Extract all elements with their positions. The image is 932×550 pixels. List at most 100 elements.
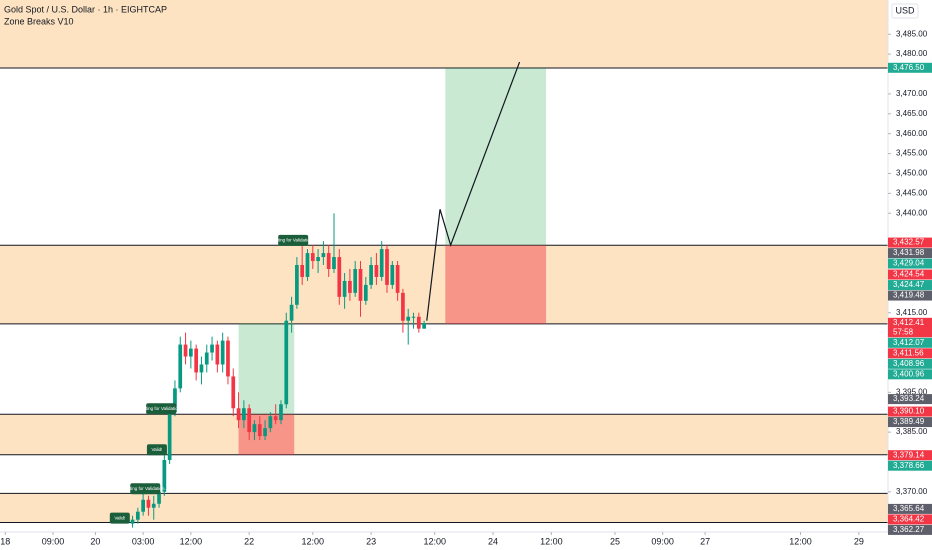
price-badge [888, 394, 932, 405]
candle-body [151, 503, 156, 508]
candle-body [379, 249, 384, 277]
candle-body [173, 388, 177, 413]
indicator-name: Zone Breaks V10 [4, 16, 74, 26]
annotation-text: Valid! [114, 515, 125, 520]
candle-body [141, 499, 145, 512]
price-badge [888, 290, 932, 301]
annotation-text: Waiting for Validation... [270, 238, 316, 243]
annotation-badge [146, 444, 167, 456]
y-tick-label: 3,470.00 [896, 89, 928, 98]
price-badge-label: 3,424.47 [893, 280, 925, 289]
candle-body [273, 416, 278, 421]
price-badge-label: 3,411.56 [893, 348, 924, 357]
price-badge [888, 417, 932, 428]
candle-body [263, 428, 267, 437]
candle-body [210, 344, 214, 353]
zone [0, 245, 888, 324]
price-badge-label: 3,364.42 [893, 515, 925, 524]
price-badge-label: 3,365.64 [893, 504, 925, 513]
candle-body [162, 459, 167, 492]
y-tick-label: 3,415.00 [896, 308, 928, 317]
y-tick-label: 3,385.00 [896, 427, 928, 436]
x-tick-label: 23 [366, 536, 376, 546]
x-tick-label: 12:00 [180, 536, 203, 546]
price-badge-label: 3,389.49 [893, 417, 925, 426]
candle-body [130, 519, 135, 524]
stop-area [445, 245, 547, 324]
y-tick-label: 3,440.00 [896, 208, 928, 217]
price-badge-label: 3,393.24 [893, 394, 925, 403]
candle-body [416, 316, 421, 329]
x-tick-label: 29 [854, 536, 864, 546]
candle-body [342, 280, 347, 297]
projection-line [426, 61, 521, 321]
price-badge-label: 3,400.96 [893, 369, 925, 378]
x-tick-label: 12:00 [302, 536, 325, 546]
zone [0, 493, 888, 523]
y-tick-label: 3,480.00 [896, 49, 928, 58]
x-tick-label: 24 [488, 536, 498, 546]
currency-button[interactable] [891, 3, 919, 19]
candle-body [295, 265, 299, 305]
candle-body [369, 265, 373, 285]
candle-body [321, 253, 326, 258]
candle-body [326, 253, 331, 269]
annotation-badge [278, 234, 309, 246]
countdown: 57:58 [893, 327, 914, 336]
price-badge [888, 258, 932, 269]
candle-body [353, 268, 358, 293]
price-badge [888, 503, 932, 514]
price-badge-label: 3,390.10 [893, 407, 925, 416]
price-badge-label: 3,412.41 [893, 318, 925, 327]
x-tick-label: 03:00 [132, 536, 155, 546]
price-badge-label: 3,429.04 [893, 259, 925, 268]
candle-body [390, 265, 395, 285]
price-badge-label: 3,431.98 [893, 248, 925, 257]
y-tick-label: 3,460.00 [896, 129, 928, 138]
candle-body [289, 304, 294, 321]
price-badge [888, 514, 932, 525]
price-badge [888, 369, 932, 380]
candle-body [284, 320, 289, 405]
price-badge [888, 248, 932, 259]
candle-body [146, 499, 151, 508]
candle-body [226, 340, 230, 377]
candle-body [167, 412, 172, 460]
candle-body [220, 340, 225, 365]
candle-body [268, 416, 273, 429]
x-tick-label: 22 [244, 536, 254, 546]
price-badge-label: 3,432.57 [893, 238, 925, 247]
candle-body [348, 280, 352, 293]
currency: USD [895, 5, 915, 15]
candle-body [188, 348, 193, 357]
candle-body [236, 408, 241, 421]
price-badge [888, 450, 932, 461]
candle-body [305, 253, 310, 277]
y-tick-label: 3,370.00 [896, 487, 928, 496]
candle-body [406, 316, 411, 321]
candle-body [363, 284, 368, 301]
candle-body [231, 376, 236, 409]
annotation-text: Waiting for Validation... [138, 406, 184, 411]
candle-body [358, 268, 363, 301]
zone [0, 0, 888, 69]
x-tick-label: 12:00 [789, 536, 812, 546]
candle-body [194, 348, 199, 373]
candle-body [252, 424, 257, 433]
price-badge [888, 62, 932, 73]
candle-body [310, 253, 315, 262]
zone [0, 414, 888, 455]
x-tick-label: 12:00 [423, 536, 446, 546]
price-badge-label: 3,379.14 [893, 450, 925, 459]
price-badge [888, 337, 932, 348]
y-tick-label: 3,445.00 [896, 188, 928, 197]
candle-body [183, 344, 188, 357]
candle-body [279, 404, 283, 421]
y-tick-label: 3,395.00 [896, 387, 928, 396]
chart-title: Gold Spot / U.S. Dollar · 1h · EIGHTCAP [4, 4, 167, 14]
candle-body [178, 344, 183, 389]
x-tick-label: 18 [0, 536, 10, 546]
y-tick-label: 3,465.00 [896, 109, 928, 118]
price-badge-label: 3,362.27 [893, 525, 925, 534]
candle-body [395, 265, 400, 293]
